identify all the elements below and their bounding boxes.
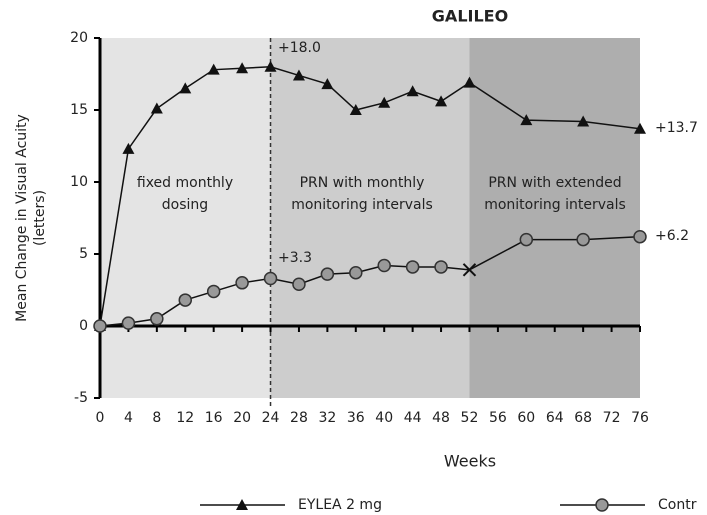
x-tick-label: 16 (205, 410, 223, 426)
marker (178, 293, 193, 307)
y-axis-label: (letters) (32, 190, 48, 246)
marker (236, 62, 249, 74)
marker (634, 122, 646, 134)
annotation: +13.7 (655, 120, 698, 136)
marker (264, 60, 277, 72)
y-tick-label: -5 (74, 390, 88, 406)
x-tick-label: 32 (318, 410, 336, 426)
phase-label: PRN with extended (488, 175, 621, 191)
y-tick-label: 10 (70, 174, 88, 190)
phase-region (270, 38, 470, 398)
marker (434, 260, 448, 274)
phase-label: fixed monthly (137, 175, 233, 191)
marker (406, 85, 419, 97)
x-axis-label: Weeks (444, 452, 496, 471)
marker (577, 115, 590, 127)
marker (292, 69, 305, 81)
marker (320, 267, 335, 281)
marker (377, 258, 391, 273)
x-tick-label: 76 (631, 410, 649, 426)
marker (150, 102, 163, 114)
marker (179, 82, 192, 94)
x-tick-label: 8 (152, 410, 161, 426)
marker (576, 232, 590, 247)
phase-region (469, 38, 640, 398)
marker (462, 263, 477, 277)
marker (207, 63, 220, 75)
marker (235, 276, 249, 290)
x-tick-label: 56 (489, 410, 507, 426)
marker (378, 96, 391, 108)
x-tick-label: 40 (375, 410, 393, 426)
x-tick-label: 64 (546, 410, 564, 426)
marker (263, 271, 278, 286)
legend-label: EYLEA 2 mg (298, 497, 382, 513)
x-tick-label: 52 (461, 410, 479, 426)
phase-label: monitoring intervals (291, 197, 433, 213)
phase-label: PRN with monthly (300, 175, 425, 191)
x-tick-label: 28 (290, 410, 308, 426)
marker (150, 312, 164, 326)
x-tick-label: 0 (96, 410, 105, 426)
marker (405, 260, 420, 274)
annotation: +3.3 (278, 250, 312, 266)
marker (292, 277, 306, 291)
phase-label: dosing (162, 197, 208, 213)
x-tick-label: 44 (404, 410, 422, 426)
marker (595, 498, 609, 512)
marker (236, 499, 248, 510)
legend-label: Contr (658, 497, 697, 513)
marker (349, 265, 363, 280)
annotation: +6.2 (655, 228, 689, 244)
phase-label: monitoring intervals (484, 197, 626, 213)
phase-region (100, 38, 271, 398)
marker (633, 229, 647, 244)
annotation: +18.0 (278, 40, 321, 56)
x-tick-label: 48 (432, 410, 450, 426)
marker (122, 142, 135, 154)
marker (206, 284, 221, 299)
x-tick-label: 20 (233, 410, 251, 426)
marker (321, 78, 334, 90)
marker (349, 104, 362, 115)
x-tick-label: 24 (262, 410, 280, 426)
marker (435, 95, 448, 107)
x-tick-label: 72 (603, 410, 621, 426)
x-tick-label: 36 (347, 410, 365, 426)
marker (93, 319, 107, 333)
y-tick-label: 0 (79, 318, 88, 334)
marker (519, 232, 534, 247)
x-tick-label: 4 (124, 410, 133, 426)
marker (520, 114, 533, 126)
x-tick-label: 60 (517, 410, 535, 426)
y-axis-label: Mean Change in Visual Acuity (14, 114, 30, 322)
y-tick-label: 5 (79, 246, 88, 262)
x-tick-label: 68 (574, 410, 592, 426)
chart-title: GALILEO (432, 7, 508, 26)
marker (121, 316, 136, 330)
y-tick-label: 15 (70, 102, 88, 118)
x-tick-label: 12 (176, 410, 194, 426)
y-tick-label: 20 (70, 30, 88, 46)
marker (463, 76, 476, 88)
